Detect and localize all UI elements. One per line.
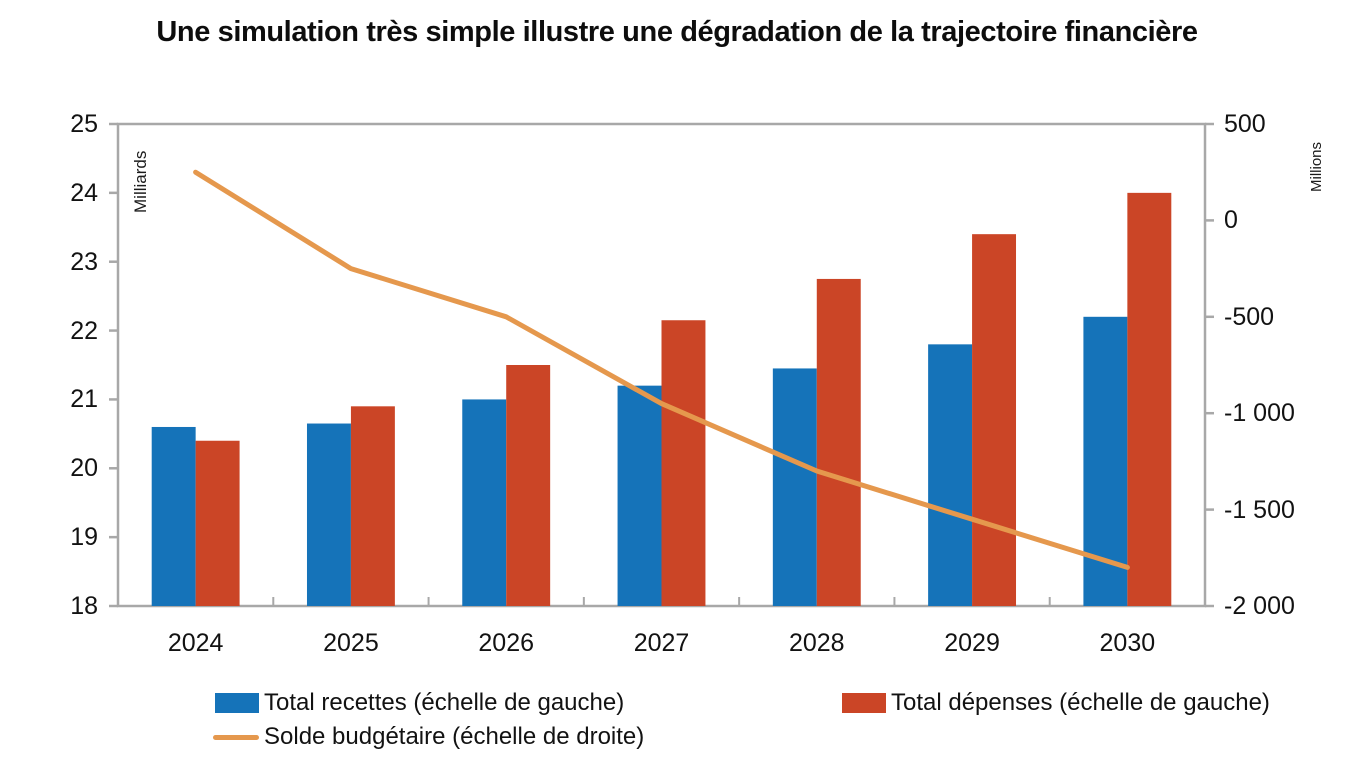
bar-depenses-2024 [195, 440, 240, 606]
bar-depenses-2030 [1127, 192, 1172, 606]
bar-depenses-2026 [506, 365, 551, 606]
x-tick-label: 2030 [1099, 629, 1156, 657]
x-tick-label: 2027 [633, 629, 690, 657]
left-axis-tick-label: 22 [70, 316, 98, 345]
left-axis-tick-label: 20 [70, 454, 98, 483]
x-tick-label: 2028 [788, 629, 845, 657]
left-axis-tick-label: 23 [70, 247, 98, 276]
bar-recettes-2027 [617, 385, 662, 606]
chart-title: Une simulation très simple illustre une … [156, 16, 1198, 48]
right-axis-tick-label: -500 [1224, 302, 1275, 331]
legend-label-recettes: Total recettes (échelle de gauche) [264, 689, 625, 716]
solde-line [193, 169, 1130, 570]
recettes-swatch-icon [215, 693, 259, 713]
bar-recettes-2029 [928, 344, 973, 606]
legend-label-solde: Solde budgétaire (échelle de droite) [264, 723, 645, 750]
x-tick-label: 2025 [323, 629, 379, 657]
left-axis-tick-label: 18 [70, 592, 98, 620]
x-tick-label: 2029 [944, 629, 1000, 657]
left-axis-tick-label: 25 [70, 110, 98, 138]
left-axis-unit-label: Milliards [131, 150, 150, 213]
legend-item-solde: Solde budgétaire (échelle de droite) [213, 723, 644, 751]
bar-depenses-2027 [661, 320, 706, 606]
legend-item-depenses: Total dépenses (échelle de gauche) [842, 689, 1270, 717]
right-axis-tick-label: -2 000 [1224, 592, 1295, 620]
x-tick-label: 2026 [478, 629, 535, 657]
depenses-swatch-icon [842, 693, 886, 713]
left-axis-tick-label: 21 [70, 385, 98, 414]
legend-item-recettes: Total recettes (échelle de gauche) [215, 689, 624, 717]
bar-depenses-2025 [350, 406, 395, 606]
bar-recettes-2024 [151, 426, 196, 606]
bar-recettes-2028 [772, 368, 817, 606]
bar-depenses-2028 [816, 278, 861, 606]
solde-line-swatch-icon [213, 734, 259, 740]
right-axis-tick-label: 500 [1224, 110, 1266, 138]
legend-label-depenses: Total dépenses (échelle de gauche) [891, 689, 1270, 716]
left-axis-tick-label: 24 [70, 178, 98, 207]
x-tick-label: 2024 [167, 629, 224, 657]
bar-recettes-2025 [306, 423, 351, 606]
bar-depenses-2029 [972, 234, 1017, 606]
left-axis-tick-label: 19 [70, 523, 98, 552]
right-axis-tick-label: -1 500 [1224, 495, 1295, 524]
right-axis-tick-label: 0 [1224, 206, 1238, 235]
bar-recettes-2026 [462, 399, 507, 606]
right-axis-tick-label: -1 000 [1224, 399, 1295, 428]
right-axis-unit-label: Millions [1308, 141, 1325, 192]
